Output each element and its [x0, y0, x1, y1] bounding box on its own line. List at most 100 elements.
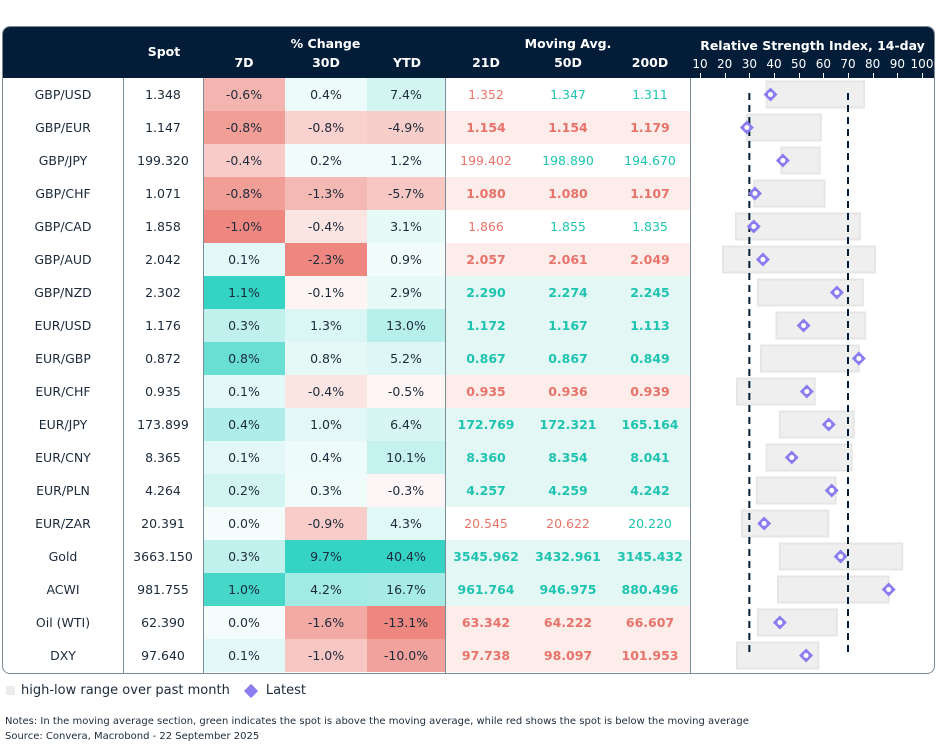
rsi-tick-mark — [872, 73, 874, 78]
ma-50d: 1.167 — [548, 318, 588, 333]
pair-name: GBP/EUR — [35, 120, 91, 135]
ma-200d: 1.835 — [632, 219, 668, 234]
ma-50d: 2.274 — [548, 285, 588, 300]
change-30d: 0.3% — [285, 474, 367, 507]
spot-value: 2.302 — [145, 285, 181, 300]
ma-section-background — [445, 276, 690, 309]
rsi-tick-mark — [700, 73, 701, 78]
spot-value: 173.899 — [137, 417, 189, 432]
header-ytd: YTD — [393, 55, 421, 70]
ma-50d: 198.890 — [542, 153, 594, 168]
pair-name: EUR/JPY — [38, 417, 88, 432]
ma-50d: 0.936 — [548, 384, 588, 399]
rsi-tick-label: 40 — [766, 57, 782, 71]
pair-name: GBP/JPY — [38, 153, 88, 168]
spot-value: 0.872 — [145, 351, 181, 366]
ma-200d: 0.939 — [630, 384, 670, 399]
ma-200d: 66.607 — [625, 615, 675, 630]
ma-21d: 199.402 — [460, 153, 512, 168]
change-7d: -0.8% — [203, 177, 285, 210]
range-swatch-icon — [6, 686, 15, 695]
table-row: EUR/JPY 173.899 0.4% 1.0% 6.4% 172.769 172.321… — [3, 408, 934, 441]
spot-value: 0.935 — [145, 384, 181, 399]
change-ytd: 0.9% — [367, 243, 445, 276]
ma-50d: 1.347 — [550, 87, 586, 102]
change-7d: 0.0% — [203, 606, 285, 639]
ma-section-background — [445, 540, 690, 573]
ma-section-background — [445, 243, 690, 276]
ma-200d: 1.179 — [630, 120, 670, 135]
pair-name: EUR/ZAR — [35, 516, 91, 531]
ma-200d: 101.953 — [621, 648, 679, 663]
rsi-tick-label: 10 — [692, 57, 708, 71]
ma-50d: 3432.961 — [535, 549, 601, 564]
ma-21d: 1.352 — [468, 87, 504, 102]
table-row: GBP/JPY 199.320 -0.4% 0.2% 1.2% 199.402 198.89… — [3, 144, 934, 177]
change-ytd: 13.0% — [367, 309, 445, 342]
rsi-tick-mark — [897, 73, 899, 78]
ma-200d: 0.849 — [630, 351, 670, 366]
ma-200d: 20.220 — [628, 516, 672, 531]
spot-value: 62.390 — [141, 615, 185, 630]
spot-value: 3663.150 — [133, 549, 193, 564]
diamond-icon — [243, 683, 258, 698]
rsi-tick-label: 50 — [791, 57, 807, 71]
ma-section-background — [445, 408, 690, 441]
column-divider — [203, 78, 204, 673]
table-row: GBP/CAD 1.858 -1.0% -0.4% 3.1% 1.866 1.855 1.83… — [3, 210, 934, 243]
spot-value: 20.391 — [141, 516, 185, 531]
fx-dashboard-table: Spot % Change 7D 30D YTD Moving Avg. 21D… — [2, 26, 935, 674]
change-ytd: 1.2% — [367, 144, 445, 177]
ma-21d: 2.290 — [466, 285, 506, 300]
ma-21d: 3545.962 — [453, 549, 519, 564]
change-30d: -0.4% — [285, 375, 367, 408]
spot-value: 1.071 — [145, 186, 181, 201]
spot-value: 981.755 — [137, 582, 189, 597]
source-text: Source: Convera, Macrobond - 22 Septembe… — [5, 731, 260, 742]
header-moving-avg: Moving Avg. — [524, 36, 612, 51]
change-ytd: -10.0% — [367, 639, 445, 672]
ma-50d: 98.097 — [543, 648, 593, 663]
change-30d: 0.2% — [285, 144, 367, 177]
rsi-tick-mark — [922, 73, 923, 78]
ma-section-background — [445, 177, 690, 210]
change-ytd: 40.4% — [367, 540, 445, 573]
spot-value: 1.858 — [145, 219, 181, 234]
change-7d: 1.0% — [203, 573, 285, 606]
ma-200d: 194.670 — [624, 153, 676, 168]
change-7d: 1.1% — [203, 276, 285, 309]
ma-section-background — [445, 342, 690, 375]
change-7d: 0.1% — [203, 375, 285, 408]
pair-name: Oil (WTI) — [35, 615, 91, 630]
change-ytd: -13.1% — [367, 606, 445, 639]
pair-name: EUR/USD — [34, 318, 92, 333]
ma-50d: 1.080 — [548, 186, 588, 201]
table-row: EUR/CNY 8.365 0.1% 0.4% 10.1% 8.360 8.354 8.041 — [3, 441, 934, 474]
ma-21d: 961.764 — [457, 582, 515, 597]
spot-value: 97.640 — [141, 648, 185, 663]
ma-50d: 20.622 — [546, 516, 590, 531]
change-30d: -1.3% — [285, 177, 367, 210]
ma-21d: 0.867 — [466, 351, 506, 366]
ma-21d: 4.257 — [466, 483, 506, 498]
table-row: GBP/EUR 1.147 -0.8% -0.8% -4.9% 1.154 1.154 1.1… — [3, 111, 934, 144]
change-7d: 0.4% — [203, 408, 285, 441]
pair-name: EUR/GBP — [35, 351, 91, 366]
change-ytd: 10.1% — [367, 441, 445, 474]
pair-name: GBP/CAD — [34, 219, 92, 234]
table-row: EUR/ZAR 20.391 0.0% -0.9% 4.3% 20.545 20.622 20… — [3, 507, 934, 540]
change-30d: -2.3% — [285, 243, 367, 276]
table-row: Oil (WTI) 62.390 0.0% -1.6% -13.1% 63.342 64.2… — [3, 606, 934, 639]
pair-name: Gold — [48, 549, 78, 564]
ma-50d: 0.867 — [548, 351, 588, 366]
table-row: EUR/USD 1.176 0.3% 1.3% 13.0% 1.172 1.167 1.113 — [3, 309, 934, 342]
table-row: EUR/CHF 0.935 0.1% -0.4% -0.5% 0.935 0.936 0.93… — [3, 375, 934, 408]
notes-text: Notes: In the moving average section, gr… — [5, 716, 749, 727]
ma-section-background — [445, 441, 690, 474]
change-ytd: 6.4% — [367, 408, 445, 441]
ma-21d: 2.057 — [466, 252, 506, 267]
column-divider — [445, 78, 446, 673]
change-7d: -1.0% — [203, 210, 285, 243]
table-row: EUR/GBP 0.872 0.8% 0.8% 5.2% 0.867 0.867 0.849 — [3, 342, 934, 375]
table-row: Gold 3663.150 0.3% 9.7% 40.4% 3545.962 3432.96… — [3, 540, 934, 573]
